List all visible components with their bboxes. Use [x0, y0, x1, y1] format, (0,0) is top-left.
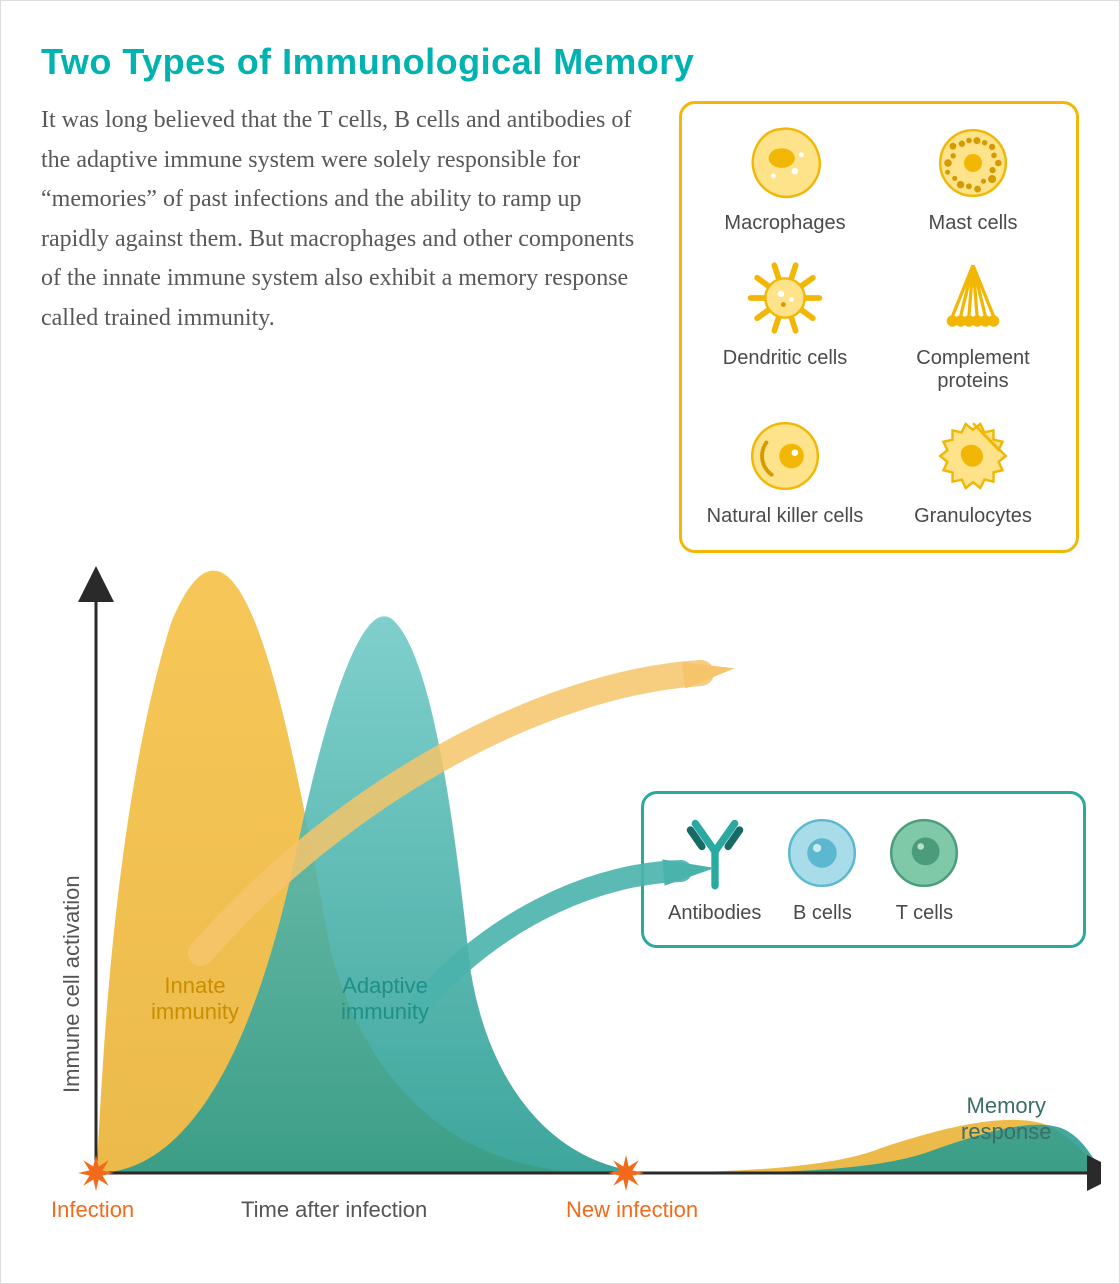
cell-item-mast: Mast cells [884, 122, 1062, 235]
cell-label: Natural killer cells [707, 505, 864, 528]
chart-area: Immune cell activation Time after infect… [41, 533, 1101, 1253]
page-title: Two Types of Immunological Memory [41, 41, 1079, 83]
cell-label: Dendritic cells [723, 347, 847, 370]
cell-label: Mast cells [929, 212, 1018, 235]
adaptive-curve-label: Adaptiveimmunity [341, 973, 429, 1026]
dendritic-icon [744, 257, 826, 339]
cell-label: Granulocytes [914, 505, 1032, 528]
innate-cells-panel: Macrophages Mast cells Dendritic cells Comp… [679, 101, 1079, 553]
cell-item-granulocyte: Granulocytes [884, 415, 1062, 528]
innate-curve-label: Innateimmunity [151, 973, 239, 1026]
innate-arrow-head [682, 662, 735, 688]
intro-row: It was long believed that the T cells, B… [41, 101, 1079, 553]
memory-response-label: Memoryresponse [961, 1093, 1052, 1146]
complement-icon [932, 257, 1014, 339]
x-axis-label: Time after infection [241, 1197, 427, 1223]
granulocyte-icon [932, 415, 1014, 497]
macrophage-icon [744, 122, 826, 204]
new-infection-marker [608, 1155, 644, 1191]
cell-item-nk: Natural killer cells [696, 415, 874, 528]
immune-chart [41, 533, 1101, 1253]
infection-label: Infection [51, 1197, 134, 1223]
nk-icon [744, 415, 826, 497]
intro-paragraph: It was long believed that the T cells, B… [41, 101, 649, 553]
new-infection-label: New infection [566, 1197, 698, 1223]
mast-icon [932, 122, 1014, 204]
cell-label: Complement proteins [884, 347, 1062, 393]
cell-item-complement: Complement proteins [884, 257, 1062, 393]
infection-marker [78, 1155, 114, 1191]
y-axis-label: Immune cell activation [59, 875, 85, 1093]
cell-item-dendritic: Dendritic cells [696, 257, 874, 393]
cell-item-macrophage: Macrophages [696, 122, 874, 235]
infographic-container: Two Types of Immunological Memory It was… [1, 1, 1119, 1283]
cell-label: Macrophages [724, 212, 845, 235]
